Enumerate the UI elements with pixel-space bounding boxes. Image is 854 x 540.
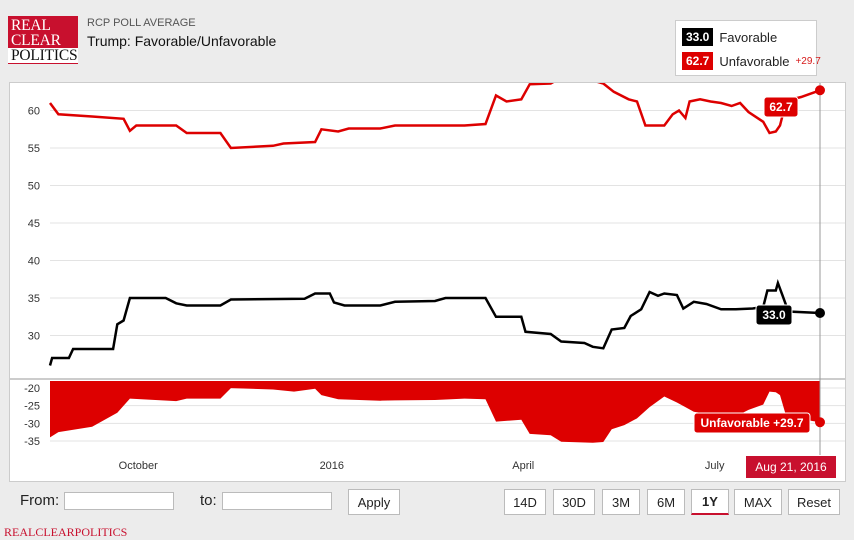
date-badge-box <box>746 456 836 478</box>
chart-title: Trump: Favorable/Unfavorable <box>87 33 277 49</box>
unfavorable-end-dot <box>815 85 825 96</box>
y-tick-label: 45 <box>28 218 40 230</box>
y-tick-label: 30 <box>28 331 40 343</box>
range-controls: From: to: Apply 14D 30D 3M 6M 1Y MAX Res… <box>9 483 846 521</box>
range-14d-button[interactable]: 14D <box>504 489 546 515</box>
legend-unfavorable-value: 62.7 <box>682 52 714 70</box>
to-date-input[interactable] <box>222 492 332 510</box>
apply-button[interactable]: Apply <box>348 489 400 515</box>
y-tick-label: 55 <box>28 143 40 155</box>
logo-line-1: REAL <box>11 17 51 34</box>
favorable-callout-box <box>755 304 793 326</box>
y-tick-label: 35 <box>28 293 40 305</box>
date-badge: Aug 21, 2016 <box>755 460 827 474</box>
spread-end-dot <box>815 417 825 428</box>
legend-unfavorable-label: Unfavorable <box>719 53 790 69</box>
legend-favorable-label: Favorable <box>719 29 778 45</box>
y-tick-label: 60 <box>28 106 40 118</box>
range-1y-button[interactable]: 1Y <box>691 489 729 515</box>
chart-subtitle: RCP POLL AVERAGE <box>87 17 196 29</box>
chart-area[interactable]: 30 35 40 45 50 55 60 -20 -25 -30 -35 October 2016 Apr… <box>9 82 846 482</box>
x-tick-label: 2016 <box>320 460 344 472</box>
favorable-callout: 33.0 <box>762 308 786 322</box>
footer-brand: REALCLEARPOLITICS <box>4 525 128 539</box>
y-tick-label: 40 <box>28 256 40 268</box>
range-3m-button[interactable]: 3M <box>602 489 640 515</box>
from-date-input[interactable] <box>64 492 174 510</box>
spread-area <box>50 381 820 443</box>
y-tick-label: 50 <box>28 181 40 193</box>
range-30d-button[interactable]: 30D <box>553 489 595 515</box>
range-max-button[interactable]: MAX <box>734 489 782 515</box>
spread-callout: Unfavorable +29.7 <box>700 416 803 430</box>
legend-unfavorable-spread: +29.7 <box>795 55 821 67</box>
y-tick-label: -20 <box>24 383 40 395</box>
logo-line-2: CLEAR <box>11 32 61 49</box>
x-tick-label: July <box>705 460 725 472</box>
legend-item-unfavorable[interactable]: 62.7 Unfavorable +29.7 <box>682 49 821 73</box>
logo-line-3: POLITICS <box>8 48 78 63</box>
legend-favorable-value: 33.0 <box>682 28 714 46</box>
legend-item-favorable[interactable]: 33.0 Favorable <box>682 25 810 49</box>
x-tick-label: October <box>119 460 158 472</box>
legend-box: 33.0 Favorable 62.7 Unfavorable +29.7 <box>675 20 821 76</box>
y-tick-label: -35 <box>24 436 40 448</box>
rcp-logo: REAL CLEAR POLITICS <box>8 16 78 64</box>
x-tick-label: April <box>512 460 534 472</box>
favorable-end-dot <box>815 308 825 318</box>
range-6m-button[interactable]: 6M <box>647 489 685 515</box>
to-label: to: <box>200 492 217 509</box>
unfavorable-callout: 62.7 <box>769 100 793 114</box>
y-tick-label: -25 <box>24 401 40 413</box>
y-tick-label: -30 <box>24 418 40 430</box>
reset-button[interactable]: Reset <box>788 489 840 515</box>
favorable-line <box>48 278 821 366</box>
from-label: From: <box>20 492 60 509</box>
unfavorable-callout-box <box>763 96 799 118</box>
unfavorable-line <box>48 83 821 150</box>
chart-svg[interactable]: 30 35 40 45 50 55 60 -20 -25 -30 -35 October 2016 Apr… <box>10 83 845 481</box>
spread-callout-box <box>693 412 811 434</box>
